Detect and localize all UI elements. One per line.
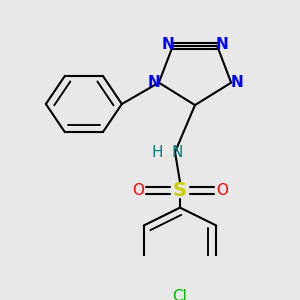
Text: N: N (231, 75, 244, 90)
Text: N: N (171, 145, 183, 160)
Text: H: H (151, 145, 163, 160)
Text: O: O (216, 183, 228, 198)
Text: S: S (173, 181, 187, 200)
Text: O: O (132, 183, 144, 198)
Text: N: N (161, 37, 174, 52)
Text: N: N (148, 75, 160, 90)
Text: N: N (216, 37, 229, 52)
Text: Cl: Cl (172, 289, 188, 300)
